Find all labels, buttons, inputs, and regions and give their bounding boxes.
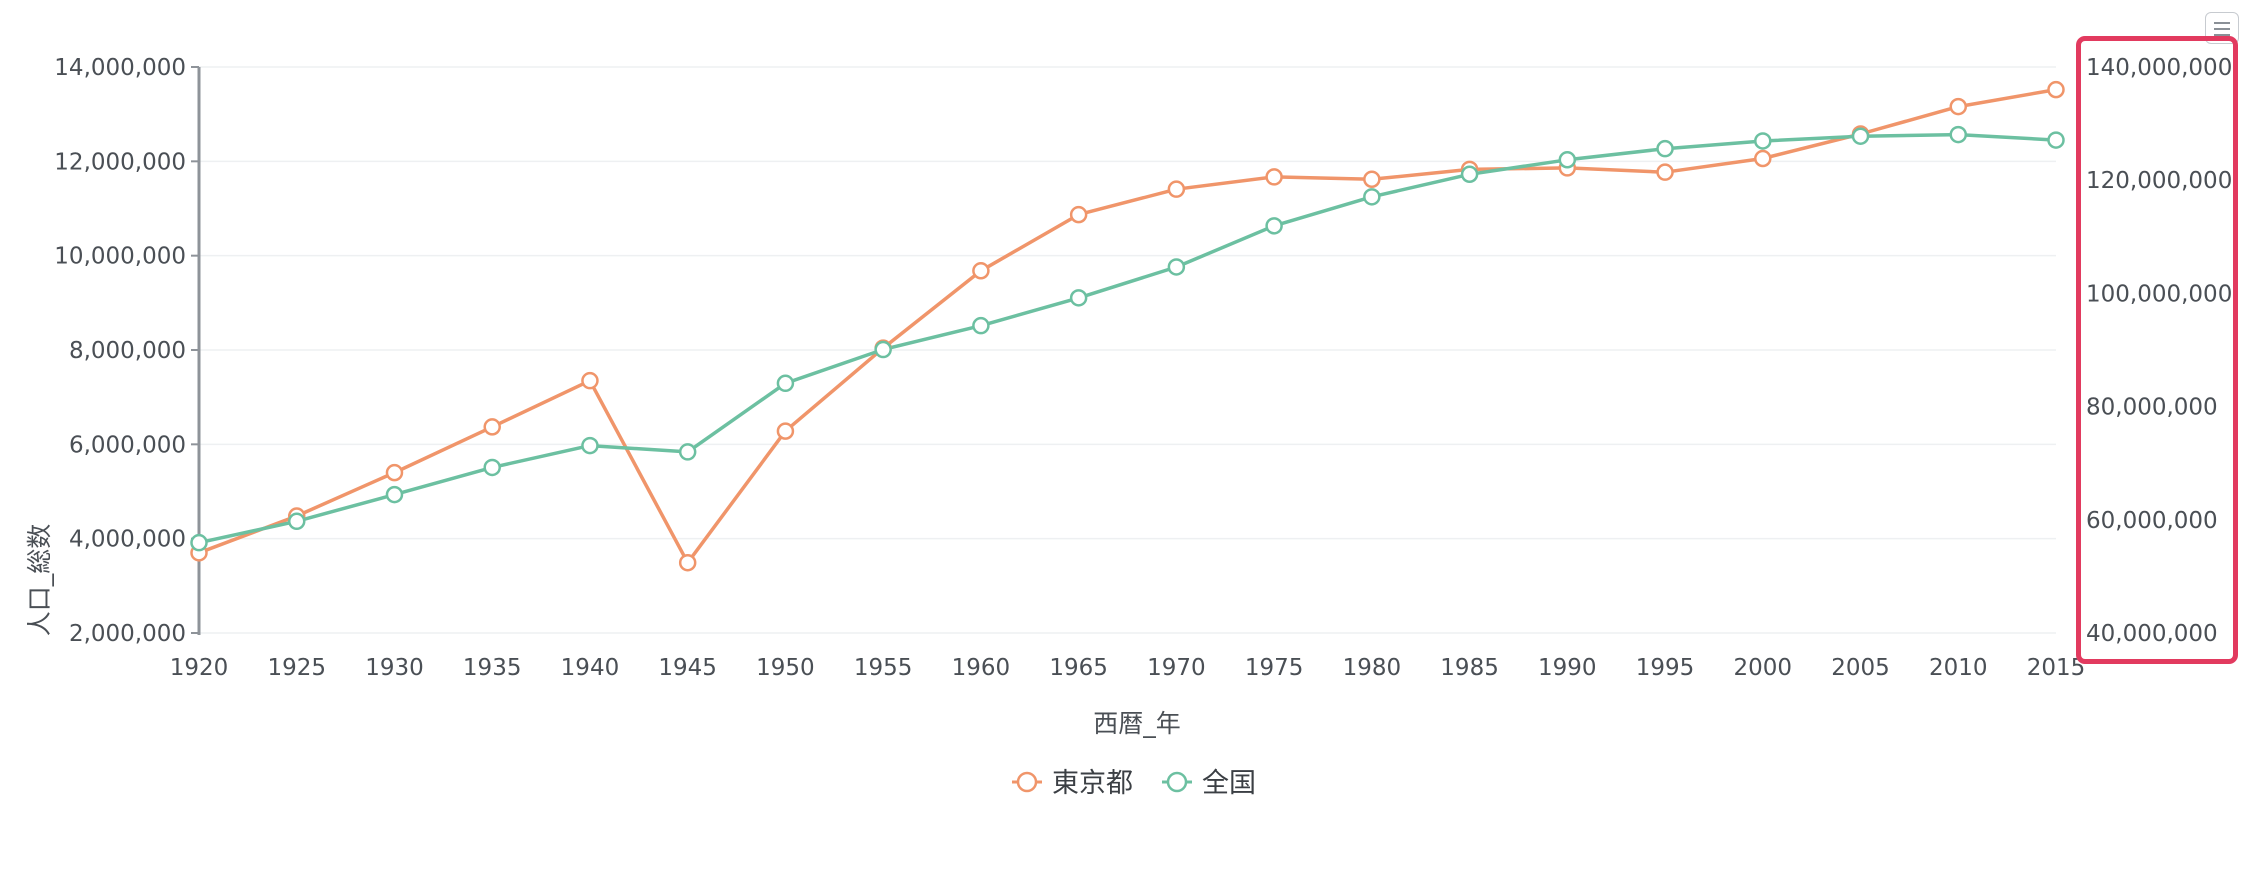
x-tick-label: 2000 — [1734, 655, 1793, 681]
data-point-national[interactable] — [1363, 188, 1381, 206]
x-tick-label: 1930 — [365, 655, 424, 681]
data-point-tokyo[interactable] — [1949, 97, 1968, 116]
data-point-tokyo[interactable] — [581, 371, 599, 390]
data-point-tokyo[interactable] — [1167, 180, 1186, 198]
x-tick-label: 1985 — [1440, 655, 1499, 681]
x-tick-label: 2010 — [1929, 655, 1988, 681]
x-tick-label: 1955 — [854, 655, 913, 681]
x-tick-label: 2005 — [1831, 655, 1890, 681]
data-point-national[interactable] — [972, 316, 990, 335]
hamburger-menu-icon — [2214, 22, 2230, 24]
x-tick-label: 1995 — [1636, 655, 1695, 681]
data-point-national[interactable] — [287, 512, 306, 531]
x-tick-label: 1970 — [1147, 655, 1206, 681]
left-y-tick-label: 6,000,000 — [69, 432, 186, 458]
data-point-tokyo[interactable] — [483, 418, 501, 436]
data-point-tokyo[interactable] — [385, 463, 404, 482]
data-point-national[interactable] — [874, 340, 892, 359]
data-point-tokyo[interactable] — [1363, 170, 1381, 189]
legend-marker-icon[interactable] — [1166, 771, 1188, 793]
right-y-tick-label: 140,000,000 — [2086, 55, 2232, 81]
x-tick-label: 1990 — [1538, 655, 1597, 681]
data-point-national[interactable] — [678, 443, 697, 461]
x-tick-label: 1980 — [1343, 655, 1402, 681]
x-tick-label: 1965 — [1049, 655, 1108, 681]
legend-marker-icon[interactable] — [1016, 771, 1038, 793]
data-point-national[interactable] — [1949, 125, 1968, 144]
x-axis-title: 西暦_年 — [1093, 709, 1181, 738]
right-y-tick-label: 120,000,000 — [2086, 168, 2232, 194]
data-point-tokyo[interactable] — [678, 553, 697, 572]
series-line-tokyo — [197, 87, 2058, 565]
right-y-tick-label: 100,000,000 — [2086, 281, 2232, 307]
data-point-national[interactable] — [776, 374, 795, 393]
x-tick-label: 2015 — [2027, 655, 2086, 681]
left-y-tick-label: 12,000,000 — [54, 149, 186, 175]
right-y-tick-label: 80,000,000 — [2086, 395, 2218, 421]
series-line-national — [197, 132, 2058, 545]
data-point-national[interactable] — [1460, 165, 1479, 184]
hamburger-menu-icon-bar — [2214, 34, 2230, 36]
data-point-national[interactable] — [1265, 217, 1283, 235]
legend-label: 全国 — [1202, 768, 1256, 799]
data-point-tokyo[interactable] — [972, 262, 990, 280]
data-point-national[interactable] — [385, 485, 404, 504]
right-y-tick-label: 40,000,000 — [2086, 621, 2218, 647]
data-point-national[interactable] — [1851, 127, 1870, 145]
y-axis-title: 人口_総数 — [25, 524, 54, 637]
x-tick-label: 1975 — [1245, 655, 1304, 681]
legend-label: 東京都 — [1052, 768, 1133, 799]
x-tick-label: 1960 — [952, 655, 1011, 681]
data-point-national[interactable] — [1558, 151, 1577, 169]
left-y-tick-label: 8,000,000 — [69, 338, 186, 364]
data-point-tokyo[interactable] — [1265, 168, 1283, 186]
x-tick-label: 1925 — [267, 655, 326, 681]
x-tick-label: 1940 — [561, 655, 620, 681]
left-y-tick-label: 14,000,000 — [54, 55, 186, 81]
data-point-tokyo[interactable] — [776, 422, 795, 440]
x-tick-label: 1935 — [463, 655, 522, 681]
left-y-tick-label: 2,000,000 — [69, 621, 186, 647]
data-point-national[interactable] — [1656, 139, 1674, 158]
right-y-tick-label: 60,000,000 — [2086, 508, 2218, 534]
data-point-national[interactable] — [581, 436, 599, 455]
data-point-national[interactable] — [1069, 289, 1088, 307]
data-point-national[interactable] — [190, 533, 208, 552]
data-point-national[interactable] — [1754, 132, 1772, 150]
x-tick-label: 1950 — [756, 655, 815, 681]
hamburger-menu-icon-bar — [2214, 28, 2230, 30]
data-point-national[interactable] — [2047, 131, 2065, 149]
right-axis-highlight — [2076, 36, 2238, 664]
x-tick-label: 1920 — [170, 655, 229, 681]
data-point-national[interactable] — [1167, 258, 1186, 276]
data-point-tokyo[interactable] — [1069, 205, 1088, 224]
data-point-national[interactable] — [483, 458, 501, 477]
left-y-tick-label: 4,000,000 — [69, 527, 186, 553]
data-point-tokyo[interactable] — [2047, 80, 2065, 99]
data-point-tokyo[interactable] — [1754, 149, 1772, 168]
data-point-tokyo[interactable] — [1656, 163, 1674, 181]
left-y-tick-label: 10,000,000 — [54, 244, 186, 270]
x-tick-label: 1945 — [658, 655, 717, 681]
